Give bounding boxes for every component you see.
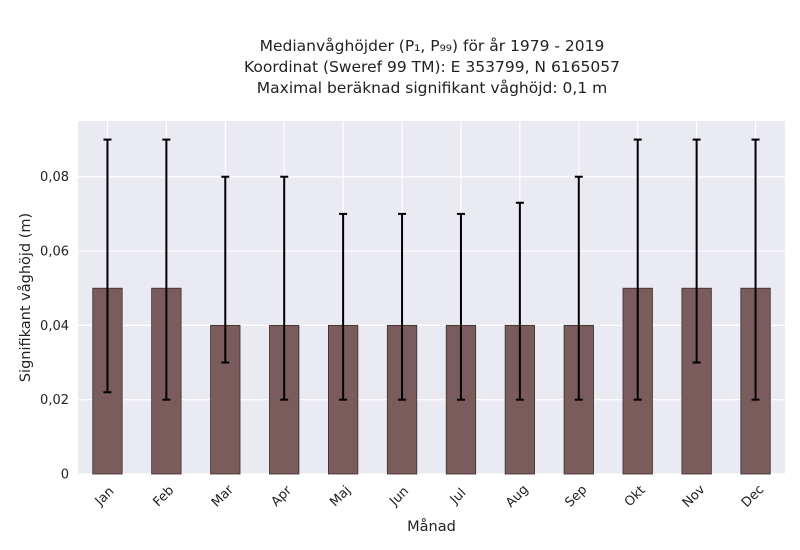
error-bar-okt — [633, 138, 642, 401]
y-axis-label: Signifikant våghöjd (m) — [17, 213, 34, 382]
error-bar-feb — [162, 138, 171, 401]
error-bar-nov — [692, 138, 701, 364]
y-tick-label: 0,02 — [40, 393, 69, 408]
x-tick-label-jul: Jul — [447, 486, 469, 508]
y-axis-ticks: 0 0,02 0,04 0,06 0,08 — [40, 170, 69, 482]
error-bar-jan — [103, 138, 112, 394]
title-line-2: Koordinat (Sweref 99 TM): E 353799, N 61… — [244, 58, 620, 76]
title-line-3: Maximal beräknad signifikant våghöjd: 0,… — [257, 79, 607, 97]
x-axis-label: Månad — [407, 518, 456, 535]
x-tick-label-aug: Aug — [503, 482, 532, 511]
error-bar-jun — [398, 212, 407, 401]
y-tick-label: 0 — [61, 468, 69, 483]
x-tick-label-mar: Mar — [209, 482, 237, 510]
error-bar-maj — [339, 212, 348, 401]
x-tick-label-sep: Sep — [562, 483, 590, 511]
x-tick-label-okt: Okt — [622, 483, 649, 510]
x-tick-label-apr: Apr — [268, 483, 295, 510]
x-tick-label-jun: Jun — [386, 484, 412, 510]
plot-area — [78, 121, 785, 474]
x-tick-label-nov: Nov — [680, 482, 709, 511]
error-bar-mar — [221, 175, 230, 364]
y-tick-label: 0,04 — [40, 319, 69, 334]
x-tick-label-jan: Jan — [92, 484, 117, 509]
error-bar-dec — [751, 138, 760, 401]
error-bars — [103, 138, 760, 401]
title-line-1: Medianvåghöjder (P₁, P₉₉) för år 1979 - … — [260, 37, 605, 55]
x-tick-label-feb: Feb — [150, 483, 177, 510]
x-tick-label-maj: Maj — [327, 483, 354, 510]
error-bar-sep — [574, 175, 583, 401]
error-bar-apr — [280, 175, 289, 401]
y-tick-label: 0,06 — [40, 245, 69, 260]
error-bar-jul — [456, 212, 465, 401]
x-axis-ticks: Jan Feb Mar Apr Maj Jun Jul Aug Sep Okt Nov Dec — [92, 482, 767, 511]
y-tick-label: 0,08 — [40, 170, 69, 185]
chart-title: Medianvåghöjder (P₁, P₉₉) för år 1979 - … — [244, 37, 620, 97]
error-bar-aug — [515, 201, 524, 401]
x-tick-label-dec: Dec — [739, 482, 767, 510]
